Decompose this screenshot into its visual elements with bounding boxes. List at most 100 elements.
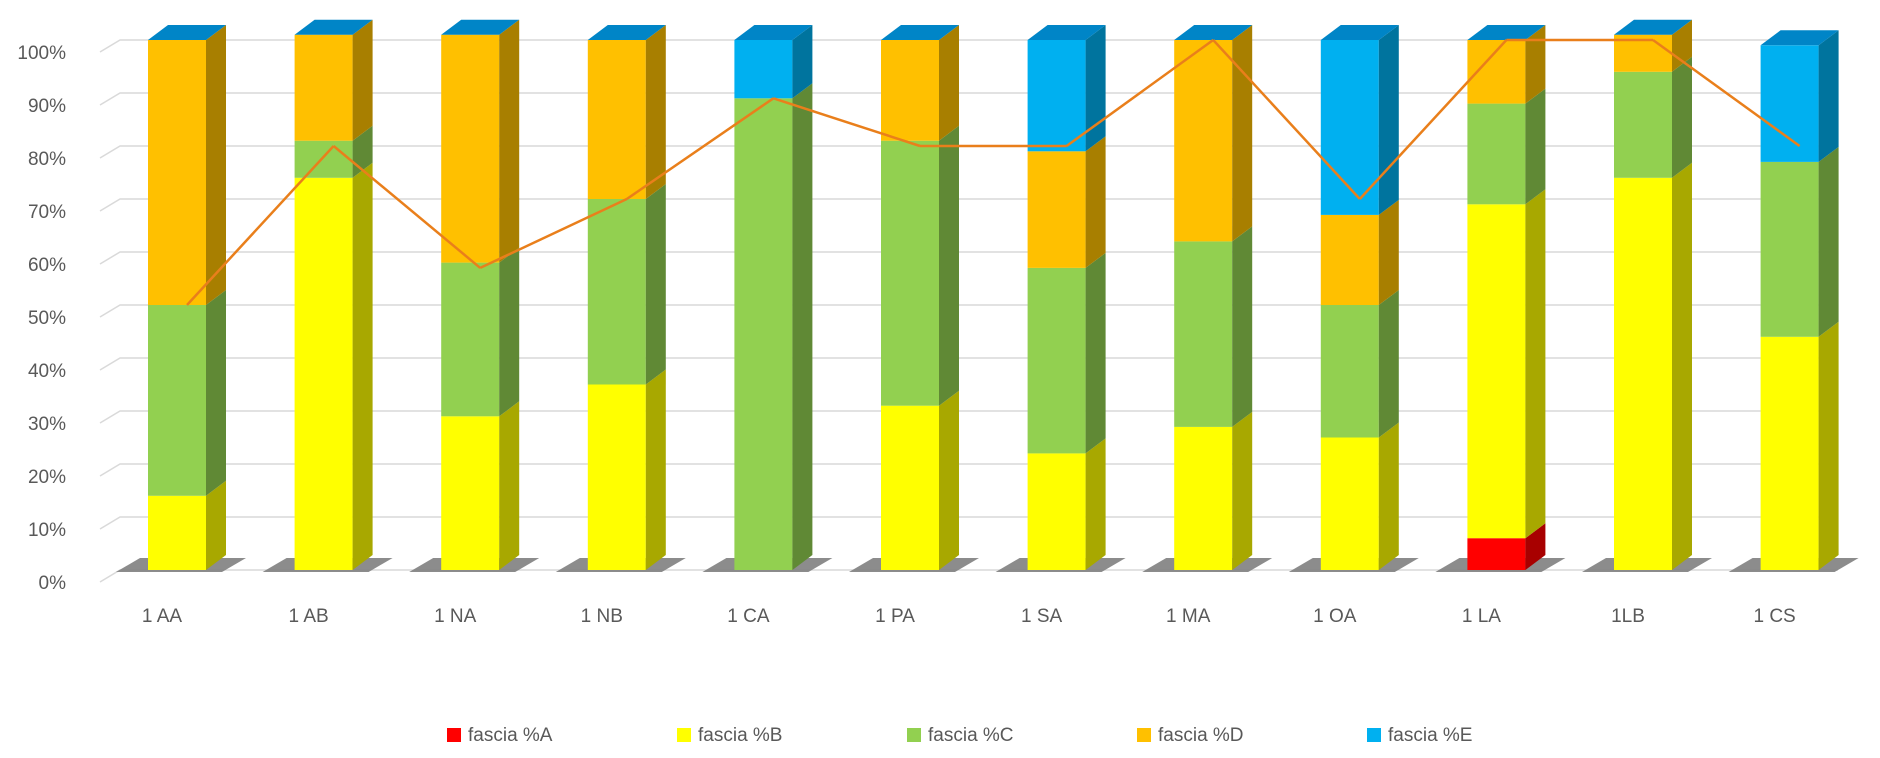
y-tick-label: 90%: [28, 96, 66, 117]
gridline: [99, 92, 1838, 106]
trend-line-segment: [332, 145, 481, 269]
bar-segment: [1614, 71, 1672, 178]
bar-segment: [1467, 204, 1526, 539]
bar-segment: [1174, 426, 1233, 570]
bar-segment: [1614, 177, 1672, 571]
bar-segment: [441, 34, 500, 263]
y-tick-label: 20%: [28, 467, 66, 488]
bar-segment: [1027, 40, 1086, 152]
bar-segment-side: [1232, 411, 1253, 570]
bar-segment-side: [352, 19, 373, 141]
bar-top-cap: [441, 19, 520, 35]
bar-segment: [1027, 267, 1086, 454]
bar-segment: [148, 495, 206, 570]
x-tick-label: 1 MA: [1166, 606, 1211, 627]
gridline: [99, 145, 1838, 159]
bar-segment: [1320, 305, 1379, 438]
bar-segment-side: [1525, 88, 1546, 205]
x-tick-label: 1 NA: [434, 606, 477, 627]
bar-top-cap: [1027, 25, 1106, 40]
bar-top-cap: [881, 25, 959, 40]
bar-segment: [734, 98, 793, 571]
bar-segment-side: [939, 390, 959, 570]
trend-line-segment: [1212, 39, 1361, 200]
bar-segment: [587, 199, 646, 385]
y-tick-label: 70%: [28, 202, 66, 223]
bar-segment-side: [1232, 226, 1253, 427]
bar-segment: [1760, 336, 1819, 570]
bar-top-cap: [1320, 25, 1399, 40]
gridline: [99, 410, 1838, 424]
bar-segment: [1320, 437, 1379, 570]
bar-segment-side: [792, 83, 813, 571]
legend: fascia %A fascia %B fascia %C fascia %D fasc…: [447, 725, 1472, 746]
bar-segment-side: [1378, 290, 1399, 438]
bar-segment: [1174, 40, 1233, 242]
legend-swatch: [1367, 728, 1381, 742]
bar-segment: [148, 305, 206, 496]
bar-segment-side: [206, 290, 226, 496]
bar-segment-side: [792, 25, 813, 99]
legend-label: fascia %C: [928, 725, 1014, 746]
bar-segment: [441, 262, 500, 417]
bar-top-cap: [1614, 19, 1692, 35]
y-tick-label: 10%: [28, 520, 66, 541]
bar-segment-side: [645, 184, 666, 385]
bar-segment: [587, 384, 646, 570]
gridline: [99, 516, 1838, 530]
gridline: [99, 463, 1838, 477]
y-tick-label: 100%: [17, 43, 66, 64]
bar-segment-side: [1378, 199, 1399, 305]
bar-segment-side: [1672, 56, 1692, 178]
bar-top-cap: [734, 25, 813, 40]
gridline: [99, 251, 1838, 265]
legend-label: fascia %E: [1388, 725, 1472, 746]
y-tick-label: 60%: [28, 255, 66, 276]
x-tick-label: 1 OA: [1313, 606, 1357, 627]
x-tick-label: 1 CS: [1753, 606, 1795, 627]
x-tick-label: 1 AB: [289, 606, 329, 627]
bar-segment-side: [1085, 25, 1106, 152]
trend-line-segment: [186, 145, 335, 306]
y-tick-label: 50%: [28, 308, 66, 329]
x-tick-label: 1 CA: [727, 606, 770, 627]
legend-swatch: [907, 728, 921, 742]
bar-segment: [881, 40, 939, 141]
y-tick-label: 0%: [39, 573, 67, 594]
bar-top-cap: [587, 25, 666, 40]
bar-segment-side: [939, 25, 959, 141]
legend-item: fascia %E: [1367, 725, 1472, 746]
legend-item: fascia %A: [447, 725, 553, 746]
trend-line-segment: [626, 97, 775, 201]
bar-segment-side: [1672, 162, 1692, 571]
trend-line: [186, 38, 1801, 306]
trend-line-segment: [773, 97, 921, 148]
bar-segment-side: [1085, 136, 1106, 268]
bar-segment: [148, 40, 206, 305]
legend-item: fascia %D: [1137, 725, 1244, 746]
gridline: [99, 304, 1838, 318]
legend-label: fascia %A: [468, 725, 553, 746]
bar-segment: [1320, 214, 1379, 305]
trend-line-segment: [1652, 38, 1801, 148]
gridline: [99, 39, 1838, 53]
x-axis: 1 AA 1 AB 1 NA 1 NB 1 CA 1 PA 1 SA 1 MA 1 OA 1 LA…: [142, 606, 1796, 627]
bar-segment-side: [1085, 252, 1106, 454]
y-axis: 0% 10% 20% 30% 40% 50% 60% 70% 80% 90% 100%: [17, 43, 66, 594]
bar-segment: [1467, 103, 1526, 205]
bar-top-cap: [148, 25, 226, 40]
bar-segment: [441, 416, 500, 570]
x-tick-label: 1LB: [1611, 606, 1645, 627]
bar-segment-side: [1818, 321, 1839, 570]
bar-segment-side: [352, 162, 373, 571]
bar-segment-side: [1818, 146, 1839, 337]
x-tick-label: 1 NB: [581, 606, 623, 627]
bars: [148, 19, 1839, 571]
bar-segment-side: [1525, 523, 1546, 570]
bar-segment: [587, 40, 646, 199]
legend-item: fascia %C: [907, 725, 1014, 746]
bar-segment: [1760, 161, 1819, 337]
x-tick-label: 1 LA: [1462, 606, 1501, 627]
trend-line-segment: [1065, 38, 1214, 148]
